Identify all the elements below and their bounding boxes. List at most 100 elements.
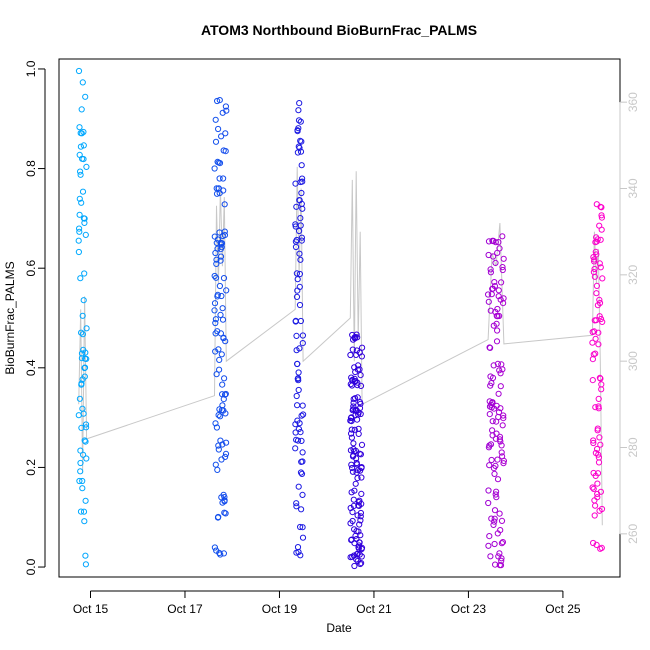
data-point	[219, 305, 226, 312]
data-point	[596, 296, 603, 303]
data-point	[351, 426, 358, 433]
data-point	[212, 420, 219, 427]
data-point	[596, 299, 604, 307]
x-tick-label: Oct 17	[167, 602, 203, 616]
data-point	[490, 362, 497, 369]
x-tick-label: Oct 23	[451, 602, 487, 616]
y2-tick-label: 360	[626, 92, 640, 112]
data-point	[212, 461, 219, 468]
data-point	[295, 548, 302, 556]
data-point	[499, 233, 506, 240]
data-point	[215, 346, 222, 353]
data-point	[598, 226, 605, 233]
data-point	[352, 480, 359, 487]
data-point	[295, 425, 302, 433]
data-point	[598, 544, 605, 552]
data-point	[79, 331, 87, 338]
data-point	[299, 178, 306, 185]
data-point	[495, 409, 503, 416]
data-point	[76, 211, 83, 218]
data-point	[354, 475, 361, 482]
data-point	[357, 451, 364, 458]
data-point	[349, 517, 356, 525]
data-point	[214, 291, 221, 298]
data-point	[493, 320, 500, 327]
data-point	[221, 232, 228, 239]
data-point	[213, 260, 220, 267]
data-point	[298, 506, 305, 513]
data-point	[499, 266, 506, 274]
data-point	[215, 412, 222, 419]
data-point	[492, 259, 499, 266]
data-point	[221, 494, 228, 501]
data-point	[83, 424, 90, 431]
data-point	[358, 500, 365, 507]
data-point	[597, 488, 605, 495]
data-point	[591, 256, 598, 263]
data-point	[490, 253, 497, 260]
data-point	[495, 239, 502, 246]
data-point	[347, 351, 354, 359]
data-point	[357, 532, 364, 539]
x-tick-label: Oct 21	[356, 602, 392, 616]
data-point	[77, 168, 84, 175]
data-point	[591, 273, 599, 280]
data-point	[219, 441, 226, 448]
data-point	[77, 275, 84, 282]
data-point	[213, 424, 220, 431]
data-point	[82, 561, 90, 568]
data-point	[356, 521, 363, 528]
y-tick-label: 0.8	[24, 160, 38, 177]
data-point	[500, 412, 507, 419]
data-point	[220, 275, 228, 282]
data-point	[216, 366, 223, 373]
data-point	[499, 539, 506, 546]
data-point	[498, 279, 505, 286]
data-point	[297, 118, 304, 125]
data-point	[78, 350, 86, 357]
data-point	[211, 165, 218, 172]
data-point	[293, 270, 300, 277]
data-point	[295, 483, 302, 490]
data-point	[299, 340, 306, 347]
axes: Oct 15 Oct 17 Oct 19 Oct 21 Oct 23 Oct 25 0.0 0…	[24, 60, 640, 615]
data-point	[297, 256, 304, 263]
data-point	[217, 253, 225, 260]
data-point	[491, 507, 499, 514]
data-point	[222, 148, 229, 155]
data-point	[298, 189, 305, 197]
data-point	[76, 124, 83, 131]
data-point	[597, 315, 605, 323]
data-point	[500, 457, 507, 464]
data-point	[354, 334, 361, 341]
data-point	[498, 517, 506, 525]
data-point	[499, 264, 506, 271]
data-point	[213, 274, 220, 281]
y-tick-label: 0.4	[24, 359, 38, 376]
data-point	[357, 509, 364, 517]
data-point	[595, 329, 602, 336]
data-point	[498, 557, 505, 565]
data-point	[80, 410, 87, 417]
data-point	[593, 251, 600, 258]
data-point	[81, 215, 88, 222]
data-point	[75, 67, 83, 75]
data-point	[297, 215, 304, 222]
data-point	[594, 445, 601, 453]
data-point	[80, 297, 87, 304]
data-point	[487, 266, 494, 273]
data-point	[489, 418, 496, 425]
data-point	[349, 346, 356, 353]
data-point	[497, 383, 504, 390]
data-point	[298, 234, 305, 241]
data-point	[493, 494, 500, 501]
y2-tick-label: 300	[626, 351, 640, 371]
plot-frame	[58, 58, 621, 578]
data-point	[298, 437, 305, 444]
data-point	[489, 374, 497, 381]
data-point	[354, 382, 361, 389]
data-point	[597, 236, 604, 243]
data-point	[353, 455, 360, 462]
data-point	[81, 270, 88, 277]
data-point	[348, 434, 355, 441]
